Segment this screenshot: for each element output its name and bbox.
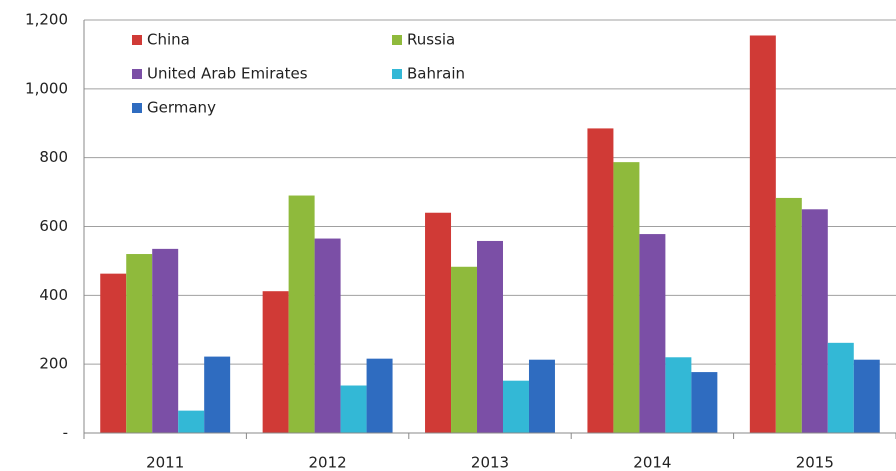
y-tick-label: 800: [39, 148, 68, 166]
bar: [775, 197, 802, 433]
bar: [613, 162, 640, 433]
bar: [801, 209, 828, 433]
y-tick-label: 1,200: [25, 11, 68, 29]
bar: [178, 410, 205, 433]
legend-label: Germany: [147, 99, 216, 117]
y-tick-label: 1,000: [25, 79, 68, 97]
legend-swatch: [392, 69, 402, 79]
y-tick-label: 400: [39, 286, 68, 304]
bar: [126, 254, 153, 433]
bar: [691, 372, 718, 433]
legend-label: China: [147, 31, 190, 49]
bar: [853, 359, 880, 433]
bar: [152, 248, 179, 433]
bar: [587, 128, 614, 433]
bar: [528, 359, 555, 433]
x-tick-label: 2012: [309, 454, 347, 471]
bar: [749, 35, 776, 434]
bar: [425, 212, 452, 433]
x-tick-label: 2015: [796, 454, 834, 471]
x-tick-label: 2011: [146, 454, 184, 471]
legend-swatch: [132, 103, 142, 113]
bar: [827, 342, 854, 433]
bar: [639, 234, 666, 433]
bar: [340, 385, 367, 433]
x-tick-label: 2014: [633, 454, 671, 471]
bar: [366, 358, 393, 433]
legend-swatch: [132, 35, 142, 45]
bar: [100, 273, 127, 433]
legend-swatch: [392, 35, 402, 45]
legend-label: United Arab Emirates: [147, 65, 308, 83]
legend-label: Bahrain: [407, 65, 465, 83]
y-tick-label: 600: [39, 217, 68, 235]
bar: [665, 357, 692, 433]
bar: [502, 380, 529, 433]
legend-label: Russia: [407, 31, 455, 49]
y-tick-label: -: [63, 424, 68, 442]
bar: [262, 291, 289, 433]
bar: [204, 356, 231, 433]
bar: [477, 240, 503, 433]
bar: [314, 238, 341, 433]
legend-swatch: [132, 69, 142, 79]
y-tick-label: 200: [39, 355, 68, 373]
bar: [288, 195, 315, 433]
bar: [451, 266, 478, 433]
x-tick-label: 2013: [471, 454, 509, 471]
